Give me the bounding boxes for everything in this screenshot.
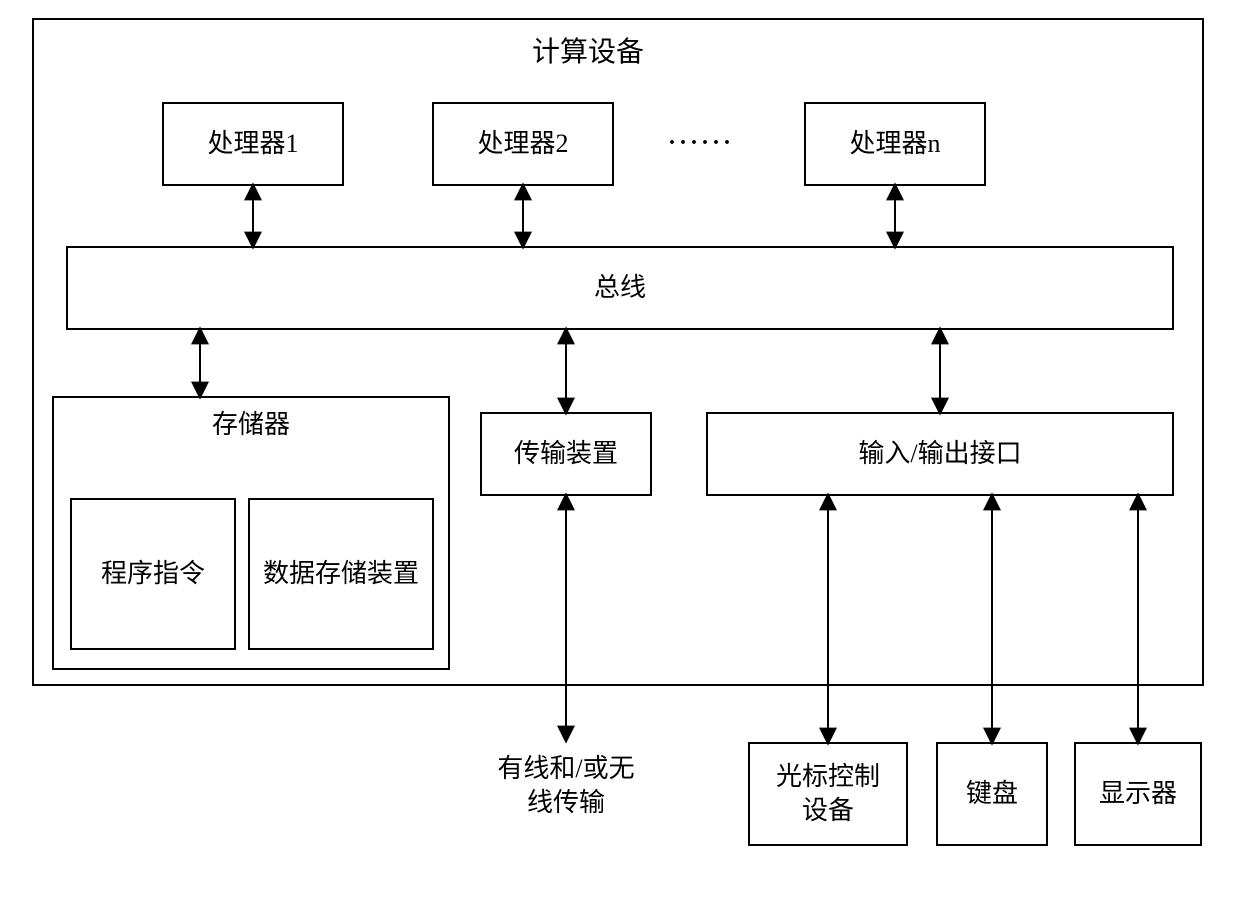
processor-2-label: 处理器2 xyxy=(477,127,568,161)
keyboard-box: 键盘 xyxy=(936,742,1048,846)
display-label: 显示器 xyxy=(1099,777,1177,811)
cursor-control-box: 光标控制设备 xyxy=(748,742,908,846)
bus-box: 总线 xyxy=(66,246,1174,330)
data-storage-box: 数据存储装置 xyxy=(248,498,434,650)
data-storage-label: 数据存储装置 xyxy=(263,557,419,591)
processor-n-box: 处理器n xyxy=(804,102,986,186)
program-instructions-box: 程序指令 xyxy=(70,498,236,650)
io-interface-box: 输入/输出接口 xyxy=(706,412,1174,496)
diagram-title: 计算设备 xyxy=(532,30,644,70)
io-interface-label: 输入/输出接口 xyxy=(858,437,1021,471)
processor-2-box: 处理器2 xyxy=(432,102,614,186)
program-instructions-label: 程序指令 xyxy=(101,557,205,591)
processor-1-label: 处理器1 xyxy=(207,127,298,161)
keyboard-label: 键盘 xyxy=(966,777,1018,811)
cursor-control-label: 光标控制设备 xyxy=(776,760,880,828)
diagram-canvas: 计算设备 处理器1 处理器2 ······ 处理器n 总线 存储器 程序指令 数… xyxy=(0,0,1240,905)
bus-label: 总线 xyxy=(594,271,646,305)
processor-n-label: 处理器n xyxy=(849,127,940,161)
processor-1-box: 处理器1 xyxy=(162,102,344,186)
transfer-device-box: 传输装置 xyxy=(480,412,652,496)
ellipsis-label: ······ xyxy=(668,130,734,157)
display-box: 显示器 xyxy=(1074,742,1202,846)
memory-label: 存储器 xyxy=(212,408,290,442)
wired-wireless-label: 有线和/或无线传输 xyxy=(486,752,646,820)
transfer-device-label: 传输装置 xyxy=(514,437,618,471)
